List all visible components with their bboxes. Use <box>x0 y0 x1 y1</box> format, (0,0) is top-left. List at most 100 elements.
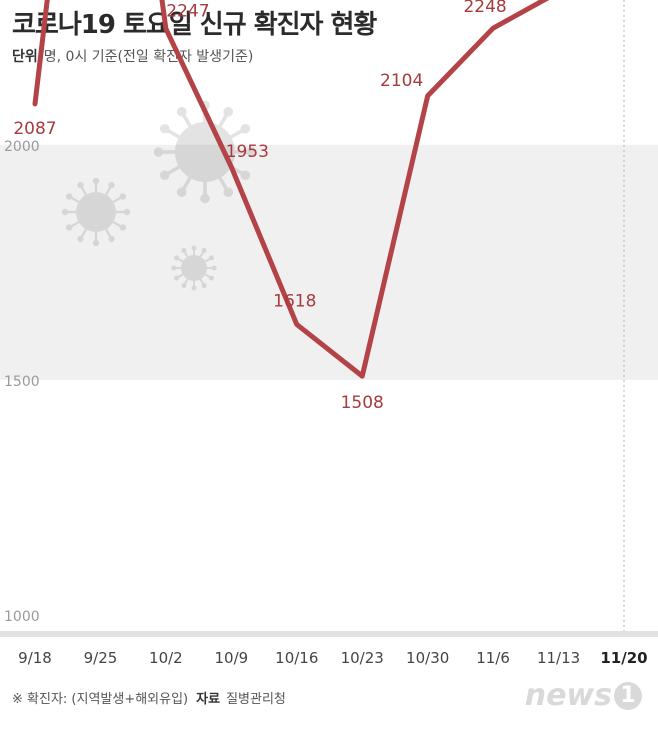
virus-spike <box>79 228 88 240</box>
virus-spike-tip <box>191 285 197 291</box>
x-tick-label: 9/25 <box>84 649 118 667</box>
data-point <box>229 164 234 169</box>
footer: ※ 확진자: (지역발생+해외유입) 자료 질병관리청 <box>12 688 286 707</box>
virus-spike <box>176 273 184 279</box>
x-tick-label: 10/16 <box>275 649 318 667</box>
virus-spike-tip <box>119 193 127 200</box>
virus-spike-tip <box>119 224 127 231</box>
data-point <box>294 322 299 327</box>
virus-spike-tip <box>123 208 131 216</box>
x-tick-label: 10/2 <box>149 649 183 667</box>
source-label: 자료 <box>196 692 221 707</box>
virus-spike-tip <box>201 282 207 288</box>
background-bands <box>0 144 658 380</box>
virus-spike-tip <box>211 265 217 271</box>
data-label: 2247 <box>166 2 209 22</box>
data-point <box>163 26 168 31</box>
virus-spike-tip <box>223 187 234 198</box>
virus-spike-tip <box>171 265 177 271</box>
y-tick-label: 1500 <box>4 374 40 390</box>
virus-spike-tip <box>174 255 180 261</box>
virus-body <box>181 255 207 281</box>
x-tick-label: 10/9 <box>214 649 248 667</box>
virus-spike <box>68 195 80 204</box>
virus-spike-tip <box>92 239 100 247</box>
virus-spike-tip <box>77 235 84 243</box>
unit-note: 단위 명, 0시 기준(전일 확진자 발생기준) <box>12 46 253 66</box>
virus-spike-tip <box>108 235 115 243</box>
unit-text: 명, 0시 기준(전일 확진자 발생기준) <box>43 49 254 65</box>
virus-spike <box>218 110 230 127</box>
virus-spike-tip <box>223 106 234 117</box>
virus-spike-tip <box>176 187 187 198</box>
virus-spike <box>163 165 180 177</box>
y-axis-ticks: 10001500200025003000 <box>4 139 40 625</box>
virus-icon <box>171 245 217 291</box>
virus-spike-tip <box>108 181 115 189</box>
data-point <box>491 26 496 31</box>
virus-spike-tip <box>240 170 251 181</box>
virus-icon <box>61 177 131 247</box>
virus-spike-tip <box>240 123 251 134</box>
virus-spike <box>112 220 124 229</box>
virus-body <box>175 122 235 182</box>
footnote: ※ 확진자: (지역발생+해외유입) <box>12 692 189 707</box>
virus-spike-tip <box>61 208 69 216</box>
virus-spike <box>230 127 247 139</box>
chart-title: 코로나19 토요일 신규 확진자 현황 <box>12 10 377 40</box>
virus-spike <box>104 228 113 240</box>
virus-spike <box>183 278 189 286</box>
series-line-group <box>32 0 625 631</box>
data-label: 1618 <box>273 291 316 311</box>
virus-spike-tip <box>191 245 197 251</box>
logo-mark: 1 <box>614 682 642 710</box>
data-point <box>360 374 365 379</box>
virus-spike <box>199 278 205 286</box>
virus-spike <box>104 184 113 196</box>
x-tick-label: 10/30 <box>406 649 449 667</box>
y-tick-label: 2000 <box>4 139 40 155</box>
data-point <box>425 93 430 98</box>
x-tick-label: 11/13 <box>537 649 580 667</box>
virus-spike <box>218 177 230 194</box>
source-text: 질병관리청 <box>226 692 286 707</box>
data-point <box>33 101 37 106</box>
x-axis: 9/18 9/25 10/2 10/9 10/16 10/23 10/30 11/6 11/13… <box>0 631 658 667</box>
x-tick-label: 11/20 <box>600 649 647 667</box>
virus-spike-tip <box>77 181 84 189</box>
virus-spike <box>199 250 205 258</box>
virus-spike-tip <box>181 248 187 254</box>
virus-spike-tip <box>153 147 164 157</box>
series-line <box>32 0 550 379</box>
virus-spike-tip <box>200 193 210 204</box>
virus-spike-tip <box>208 255 214 261</box>
x-axis-bar <box>0 631 658 637</box>
virus-spike <box>204 273 212 279</box>
virus-spike <box>163 127 180 139</box>
data-label: 2087 <box>13 119 56 139</box>
virus-spike-tip <box>159 123 170 134</box>
virus-spike-tip <box>65 193 73 200</box>
virus-spike <box>183 250 189 258</box>
data-label: 2104 <box>380 71 423 91</box>
y-tick-label: 1000 <box>4 609 40 625</box>
x-tick-label: 11/6 <box>476 649 510 667</box>
virus-spike-tip <box>176 106 187 117</box>
data-label: 2248 <box>463 0 506 17</box>
virus-spike <box>112 195 124 204</box>
logo-text: news <box>524 678 612 713</box>
virus-spike <box>68 220 80 229</box>
unit-label: 단위 <box>12 49 38 65</box>
virus-spike <box>204 257 212 263</box>
virus-spike <box>180 177 192 194</box>
virus-spike-tip <box>181 282 187 288</box>
virus-spike-tip <box>65 224 73 231</box>
data-label: 1508 <box>341 393 384 413</box>
x-tick-label: 9/18 <box>18 649 52 667</box>
virus-body <box>76 192 116 232</box>
virus-spike-tip <box>246 147 257 157</box>
virus-spike <box>180 110 192 127</box>
virus-illustrations <box>61 100 257 291</box>
virus-spike-tip <box>174 275 180 281</box>
